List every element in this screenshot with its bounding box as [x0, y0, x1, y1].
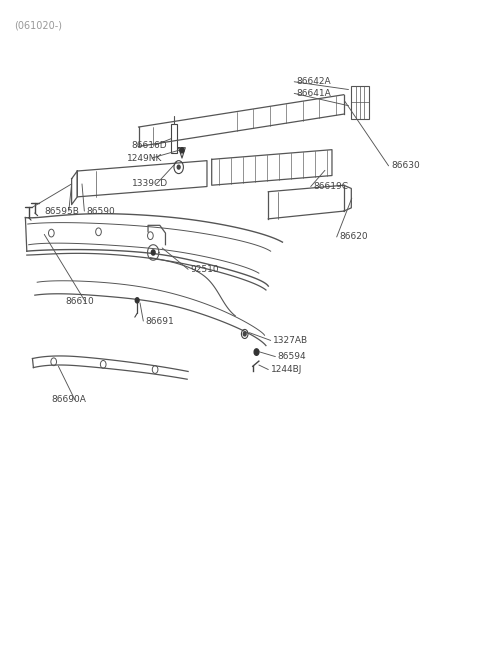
Text: 86619C: 86619C — [313, 182, 348, 191]
Circle shape — [151, 250, 155, 255]
Text: 1244BJ: 1244BJ — [271, 365, 302, 374]
Circle shape — [243, 332, 246, 336]
Circle shape — [177, 165, 180, 169]
Text: 86620: 86620 — [339, 233, 368, 242]
Circle shape — [135, 298, 139, 303]
Text: 1339CD: 1339CD — [132, 179, 168, 189]
Circle shape — [180, 148, 184, 153]
Bar — [351, 86, 369, 119]
Text: 86595B: 86595B — [44, 206, 79, 215]
Bar — [171, 124, 177, 153]
Text: 86616D: 86616D — [132, 141, 167, 149]
Text: 86594: 86594 — [278, 352, 306, 361]
Text: 86630: 86630 — [391, 161, 420, 170]
Text: 86690A: 86690A — [51, 396, 86, 404]
Text: 86590: 86590 — [87, 206, 116, 215]
Text: 92510: 92510 — [191, 265, 219, 274]
Circle shape — [254, 349, 259, 355]
Text: 86641A: 86641A — [297, 89, 331, 98]
Text: 1249NK: 1249NK — [127, 153, 162, 162]
Text: 1327AB: 1327AB — [273, 336, 308, 345]
Text: (061020-): (061020-) — [14, 20, 62, 30]
Text: 86642A: 86642A — [297, 77, 331, 86]
Text: 86691: 86691 — [145, 316, 174, 326]
Text: 86610: 86610 — [65, 297, 94, 306]
